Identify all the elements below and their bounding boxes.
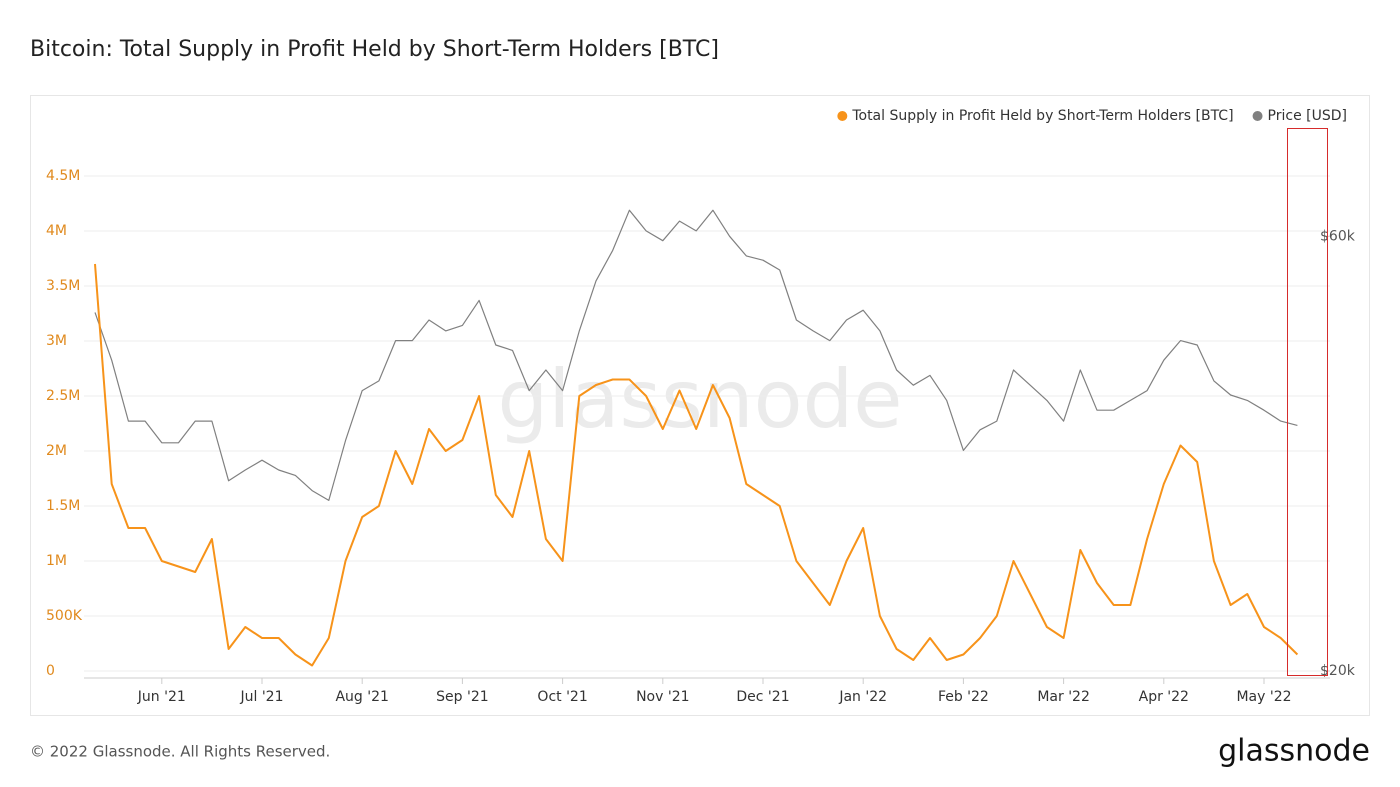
y-tick-label: 500K: [46, 608, 83, 624]
x-tick-label: Dec '21: [736, 689, 789, 705]
x-tick-label: Oct '21: [537, 689, 587, 705]
x-tick-label: Aug '21: [335, 689, 388, 705]
watermark: glassnode: [497, 353, 902, 446]
chart-frame: [30, 95, 1370, 716]
x-tick-label: Jun '21: [137, 689, 186, 705]
x-tick-label: May '22: [1236, 689, 1291, 705]
plot-area: 0 500K 1M 1.5M 2M 2.5M 3M 3.5M 4M 4.5M $20k $60k Jun…: [46, 168, 1356, 705]
x-tick-label: Feb '22: [938, 689, 989, 705]
x-tick-label: Jan '22: [838, 689, 887, 705]
legend-swatch: [1252, 111, 1263, 121]
x-tick-label: Nov '21: [636, 689, 689, 705]
y-tick-label: 4M: [46, 223, 67, 239]
copyright: © 2022 Glassnode. All Rights Reserved.: [30, 743, 330, 761]
y-tick-label: 3.5M: [46, 278, 80, 294]
y-tick-label: 2M: [46, 443, 67, 459]
legend-label: Price [USD]: [1268, 108, 1347, 124]
y-tick-label: 0: [46, 663, 55, 679]
chart-title: Bitcoin: Total Supply in Profit Held by …: [30, 37, 719, 62]
logo: glassnode: [1218, 734, 1370, 769]
y-tick-label: 3M: [46, 333, 67, 349]
y-tick-label: 1.5M: [46, 498, 80, 514]
y2-tick-label: $60k: [1320, 228, 1356, 244]
y-tick-label: 1M: [46, 553, 67, 569]
y-tick-label: 4.5M: [46, 168, 80, 184]
x-tick-label: Mar '22: [1037, 689, 1090, 705]
series-line: [94, 209, 1298, 501]
series-line: [94, 263, 1299, 667]
x-tick-label: Sep '21: [436, 689, 489, 705]
y-tick-label: 2.5M: [46, 388, 80, 404]
legend-swatch: [837, 111, 848, 121]
highlight-box: [1287, 128, 1328, 676]
y2-tick-label: $20k: [1320, 663, 1356, 679]
x-tick-label: Apr '22: [1139, 689, 1189, 705]
legend-label: Total Supply in Profit Held by Short-Ter…: [851, 108, 1233, 124]
x-tick-label: Jul '21: [239, 689, 283, 705]
